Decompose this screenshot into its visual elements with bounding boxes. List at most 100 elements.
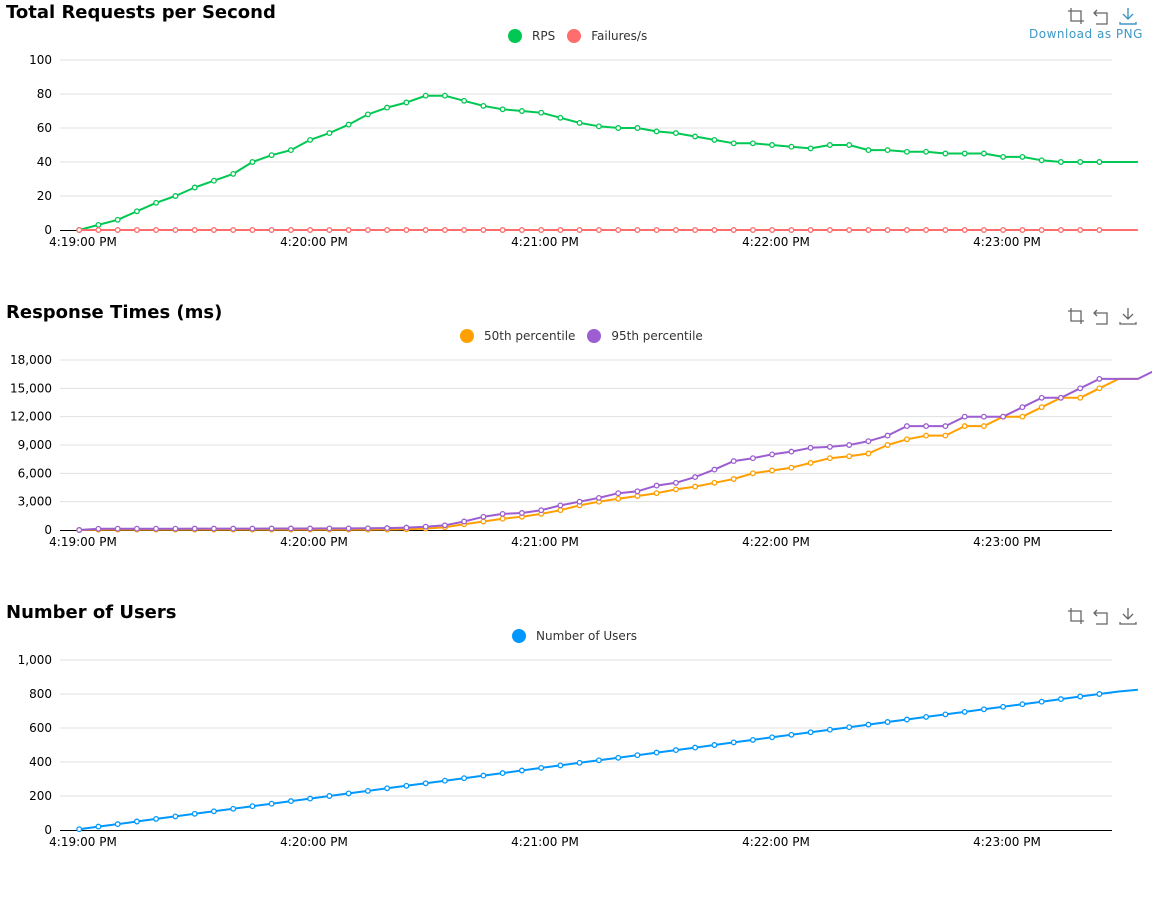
y-tick-label: 0 [44, 523, 52, 537]
x-tick-label: 4:19:00 PM [49, 235, 117, 249]
50th-percentile-data-point [672, 486, 679, 493]
95th-percentile-data-point [307, 525, 314, 532]
y-tick-label: 80 [37, 87, 52, 101]
failures-s-data-point [807, 227, 814, 233]
x-tick-label: 4:23:00 PM [973, 835, 1041, 849]
95th-percentile-data-point [711, 466, 718, 473]
legend-item-failures-s[interactable]: Failures/s [567, 29, 647, 43]
95th-percentile-data-point [1019, 404, 1026, 411]
y-tick-label: 12,000 [10, 410, 52, 424]
legend-marker [587, 329, 602, 343]
chart-legend: Number of Users [512, 626, 637, 646]
failures-s-data-point [923, 227, 930, 233]
chart-title: Response Times (ms) [6, 302, 223, 323]
failures-s-data-point [1000, 227, 1007, 233]
number-of-users-data-point [499, 770, 506, 777]
legend-item-rps[interactable]: RPS [508, 29, 555, 43]
95th-percentile-data-point [230, 525, 237, 532]
rps-data-point [672, 130, 679, 137]
y-tick-label: 40 [37, 155, 52, 169]
rps-data-point [826, 142, 833, 148]
zoom-icon[interactable] [1066, 6, 1086, 26]
download-icon[interactable] [1118, 306, 1138, 326]
number-of-users-data-point [345, 790, 352, 797]
number-of-users-data-point [538, 764, 545, 771]
zoom-icon[interactable] [1066, 606, 1086, 626]
rps-data-point [595, 123, 602, 130]
rps-data-point [634, 125, 641, 131]
y-tick-label: 1,000 [18, 653, 52, 667]
95th-percentile-data-point [961, 413, 968, 420]
95th-percentile-series-line [79, 370, 1152, 531]
failures-s-data-point [499, 227, 506, 233]
rps-data-point [846, 142, 853, 148]
95th-percentile-data-point [846, 442, 853, 448]
number-of-users-data-point [749, 736, 756, 743]
50th-percentile-data-point [499, 515, 506, 522]
download-icon[interactable] [1118, 606, 1138, 626]
95th-percentile-data-point [268, 525, 275, 532]
50th-percentile-data-point [711, 479, 718, 486]
rps-data-point [576, 119, 583, 126]
number-of-users-data-point [942, 711, 949, 718]
95th-percentile-data-point [461, 518, 468, 525]
failures-s-data-point [903, 227, 910, 233]
failures-s-data-point [268, 227, 275, 233]
x-tick-label: 4:22:00 PM [742, 535, 810, 549]
95th-percentile-data-point [191, 525, 198, 532]
x-tick-label: 4:23:00 PM [973, 535, 1041, 549]
y-tick-label: 9,000 [18, 438, 52, 452]
number-of-users-data-point [441, 777, 448, 784]
failures-s-data-point [1077, 227, 1084, 233]
95th-percentile-data-point [749, 455, 756, 462]
failures-s-data-point [634, 227, 641, 233]
restore-icon[interactable] [1092, 306, 1112, 326]
failures-s-data-point [76, 227, 83, 233]
failures-s-data-point [788, 227, 795, 233]
95th-percentile-data-point [345, 525, 352, 532]
download-icon[interactable] [1118, 6, 1138, 26]
number-of-users-data-point [133, 818, 140, 825]
50th-percentile-data-point [615, 495, 622, 502]
rps-data-point [480, 102, 487, 109]
restore-icon[interactable] [1092, 606, 1112, 626]
x-tick-label: 4:21:00 PM [511, 235, 579, 249]
number-of-users-data-point [903, 716, 910, 723]
number-of-users-data-point [114, 821, 121, 828]
legend-item-50th-percentile[interactable]: 50th percentile [460, 329, 575, 343]
rps-data-point [1057, 159, 1064, 165]
number-of-users-data-point [518, 767, 525, 774]
failures-s-data-point [826, 227, 833, 233]
users-chart-panel: Number of Users Number of Users 0 200 400 6… [0, 600, 1152, 900]
50th-percentile-series-line [79, 377, 1138, 531]
50th-percentile-data-point [865, 450, 872, 457]
rps-data-point [1019, 153, 1026, 160]
y-tick-label: 6,000 [18, 466, 52, 480]
rps-data-point [441, 92, 448, 99]
zoom-icon[interactable] [1066, 306, 1086, 326]
95th-percentile-data-point [884, 432, 891, 439]
95th-percentile-data-point [249, 525, 256, 532]
number-of-users-data-point [557, 762, 564, 769]
legend-item-95th-percentile[interactable]: 95th percentile [587, 329, 703, 343]
x-tick-label: 4:22:00 PM [742, 235, 810, 249]
failures-s-data-point [653, 227, 660, 233]
restore-icon[interactable] [1092, 6, 1112, 26]
legend-item-number-of-users[interactable]: Number of Users [512, 629, 637, 643]
95th-percentile-data-point [1077, 385, 1084, 392]
chart-legend: 50th percentile 95th percentile [460, 326, 703, 346]
legend-label: 95th percentile [611, 329, 703, 343]
95th-percentile-data-point [576, 498, 583, 505]
failures-s-data-point [846, 227, 853, 233]
x-tick-label: 4:21:00 PM [511, 535, 579, 549]
95th-percentile-data-point [980, 413, 987, 420]
y-tick-label: 60 [37, 121, 52, 135]
failures-s-data-point [769, 227, 776, 233]
number-of-users-data-point [615, 754, 622, 761]
95th-percentile-data-point [903, 423, 910, 430]
rps-data-point [942, 150, 949, 157]
failures-s-data-point [403, 227, 410, 233]
x-tick-label: 4:23:00 PM [973, 235, 1041, 249]
95th-percentile-data-point [769, 451, 776, 458]
x-tick-label: 4:21:00 PM [511, 835, 579, 849]
